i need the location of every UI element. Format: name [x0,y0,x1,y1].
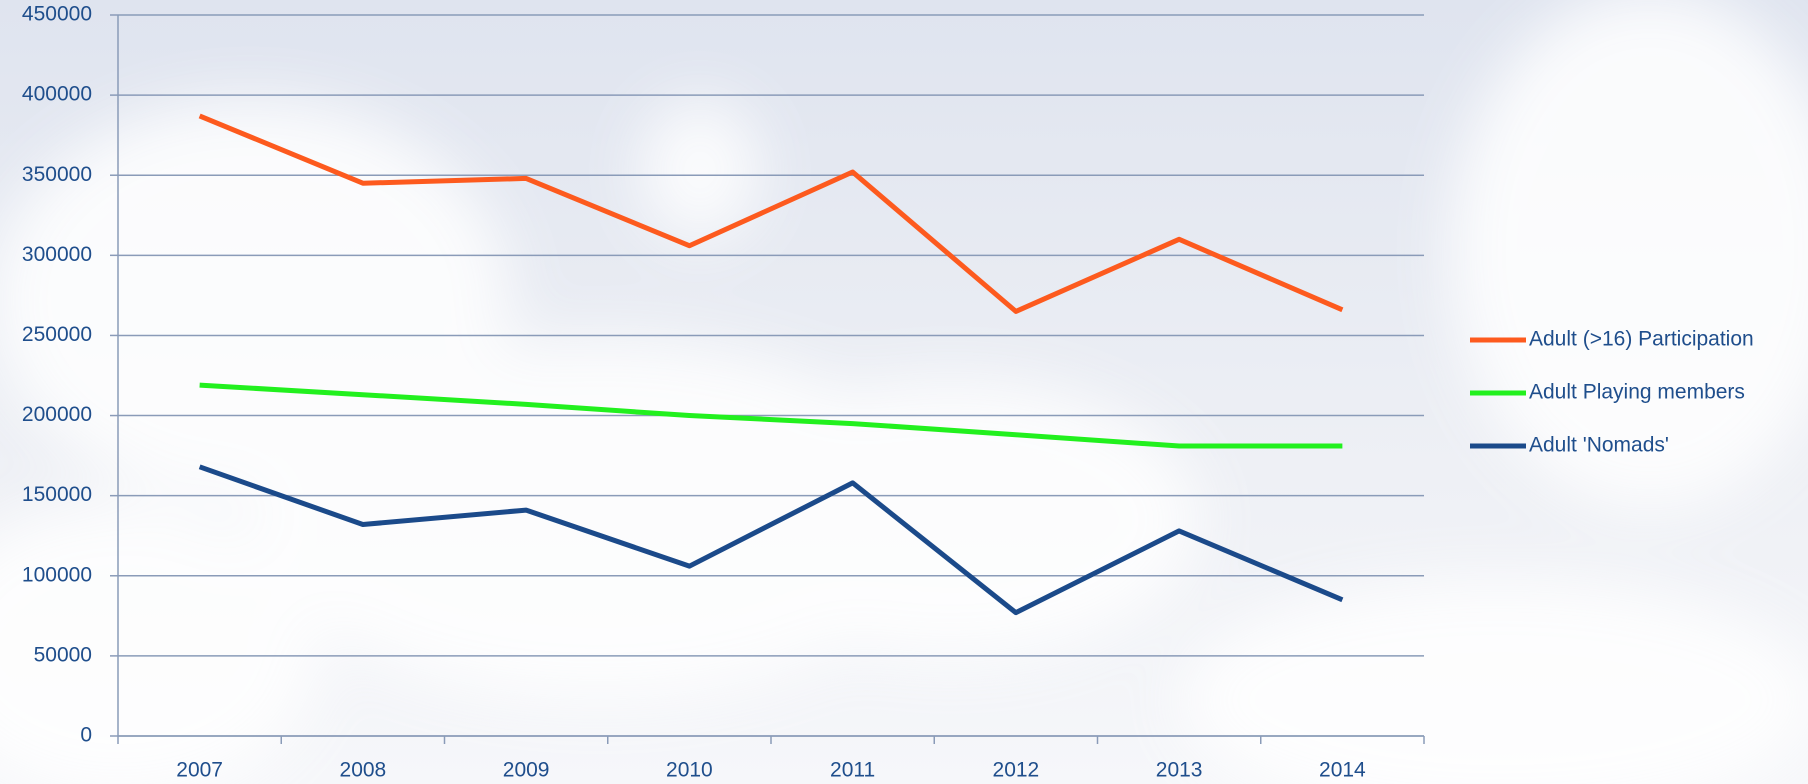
y-tick-label: 100000 [22,563,92,586]
y-tick-label: 450000 [22,3,92,26]
legend-label: Adult 'Nomads' [1529,434,1669,457]
y-tick-label: 200000 [22,403,92,426]
y-tick-label: 300000 [22,243,92,266]
y-tick-label: 0 [80,724,92,747]
x-tick-label: 2010 [666,759,713,782]
x-tick-label: 2012 [993,759,1040,782]
y-tick-label: 350000 [22,163,92,186]
y-tick-label: 150000 [22,483,92,506]
legend-label: Adult (>16) Participation [1529,328,1754,351]
x-tick-label: 2013 [1156,759,1203,782]
x-tick-label: 2011 [830,759,875,782]
y-tick-label: 50000 [34,643,92,666]
chart: 0 50000 100000 150000 200000 250000 300000 3500… [0,0,1808,784]
x-tick-label: 2007 [176,759,223,782]
x-tick-label: 2008 [340,759,387,782]
x-tick-label: 2014 [1319,759,1366,782]
y-tick-label: 400000 [22,83,92,106]
x-tick-label: 2009 [503,759,550,782]
legend-label: Adult Playing members [1529,381,1745,404]
y-tick-label: 250000 [22,323,92,346]
